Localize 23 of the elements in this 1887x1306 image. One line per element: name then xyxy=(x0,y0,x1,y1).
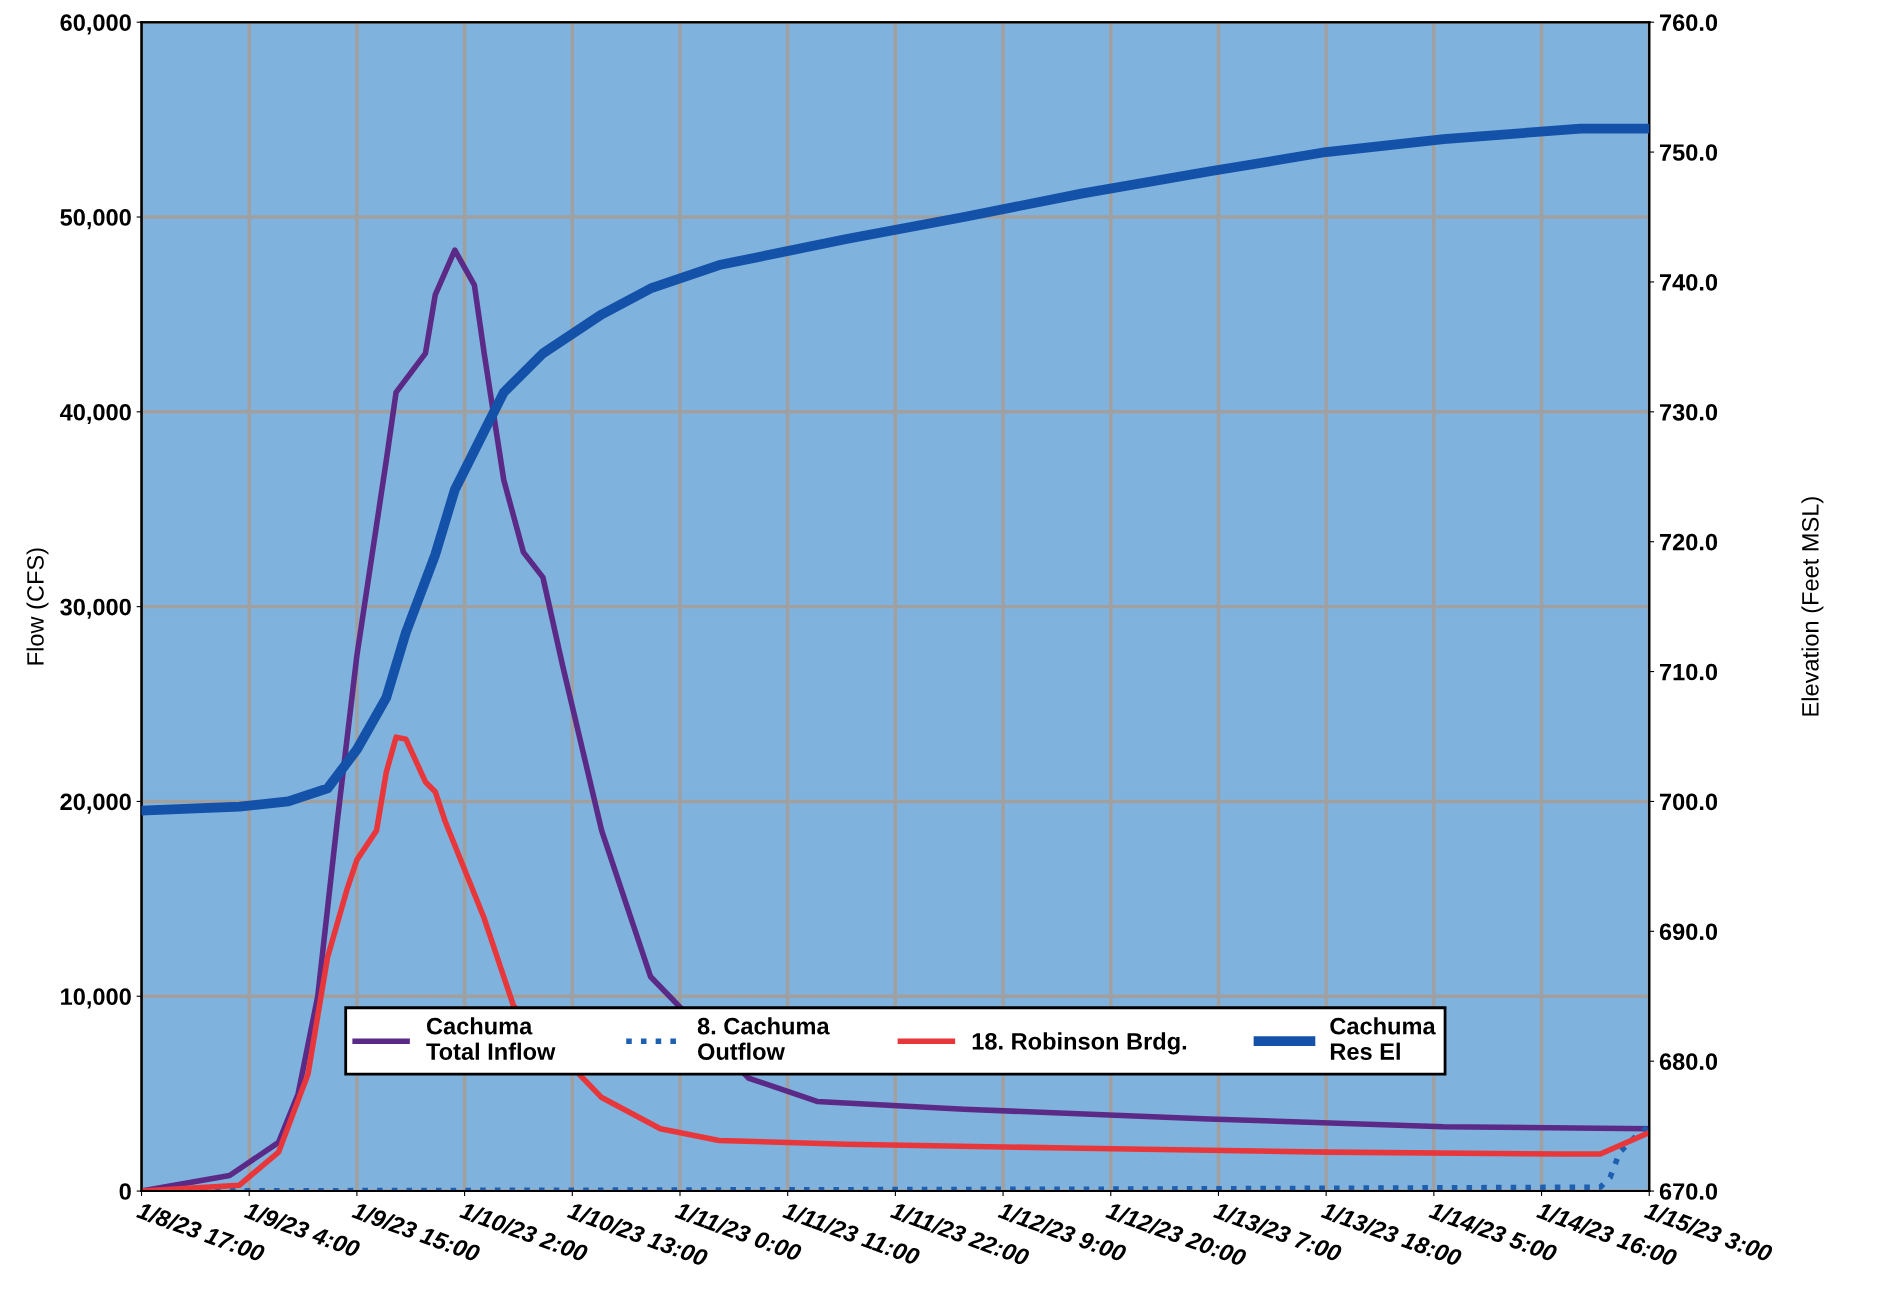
y2-tick-label: 730.0 xyxy=(1659,403,1718,421)
y2-tick-label: 720.0 xyxy=(1659,533,1718,551)
y-tick-label: 0 xyxy=(119,1183,131,1200)
y2-tick-label: 740.0 xyxy=(1659,274,1718,291)
legend-label: Cachuma Res El xyxy=(1330,1017,1436,1060)
y2-tick-label: 750.0 xyxy=(1659,144,1718,161)
y-tick-label: 60,000 xyxy=(60,14,131,35)
legend-label: 8. Cachuma Outflow xyxy=(697,1017,830,1060)
y-tick-label: 40,000 xyxy=(59,403,131,425)
y2-tick-label: 690.0 xyxy=(1659,923,1718,941)
y2-tick-label: 710.0 xyxy=(1659,663,1718,681)
y2-tick-label: 760.0 xyxy=(1659,14,1718,31)
y-tick-label: 30,000 xyxy=(60,598,131,619)
y2-tick-label: 680.0 xyxy=(1659,1053,1718,1070)
legend-label: Cachuma Total Inflow xyxy=(426,1017,556,1060)
legend-label: 18. Robinson Brdg. xyxy=(972,1032,1187,1055)
y-axis-title: Flow (CFS) xyxy=(26,548,49,665)
y2-axis-title: Elevation (Feet MSL) xyxy=(1801,497,1824,716)
y2-tick-label: 700.0 xyxy=(1659,793,1718,811)
y-tick-label: 50,000 xyxy=(60,209,131,230)
y-tick-label: 10,000 xyxy=(61,988,131,1009)
y-tick-label: 20,000 xyxy=(60,793,131,814)
y2-tick-label: 670.0 xyxy=(1659,1183,1718,1200)
